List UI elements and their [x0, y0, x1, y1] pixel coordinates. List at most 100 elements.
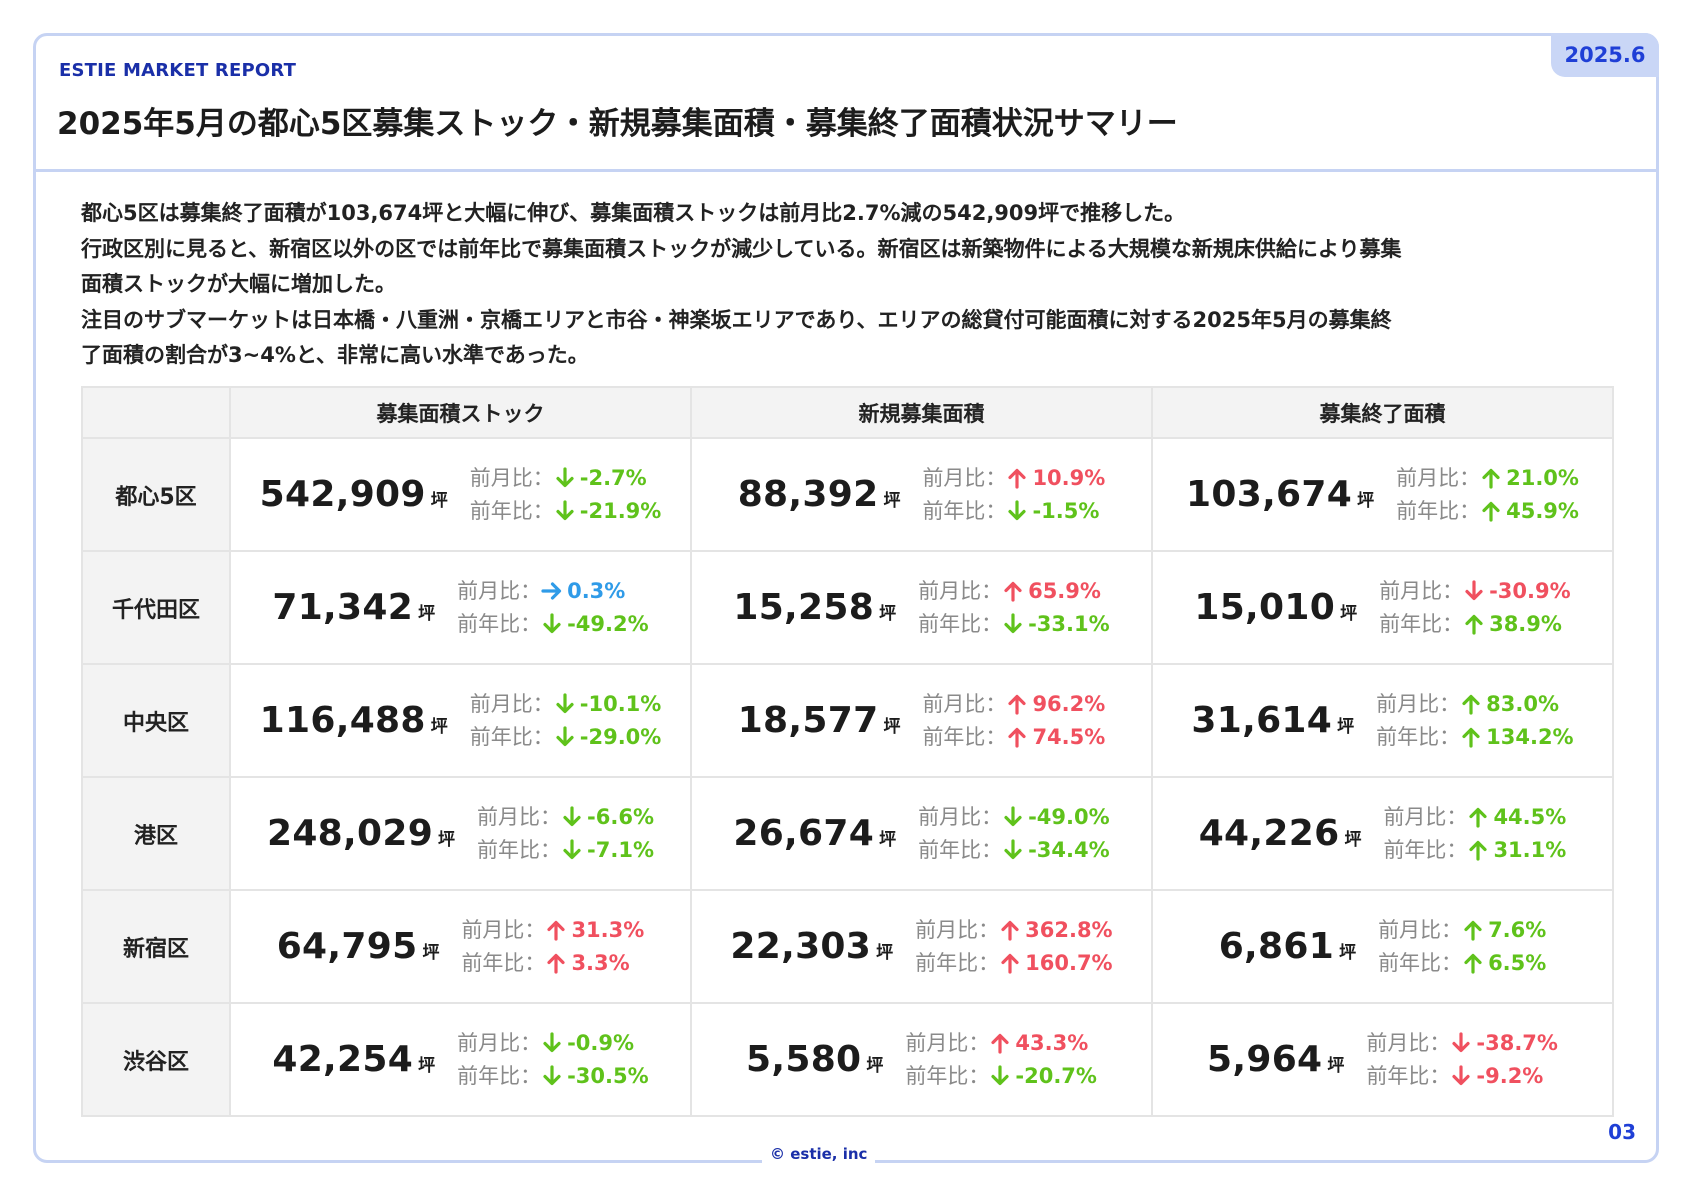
mom-change: 前月比： -2.7% [470, 464, 662, 493]
area-value: 26,674 [733, 813, 875, 854]
yoy-change: 前年比： -49.2% [457, 610, 649, 639]
arrow-up-icon [1006, 726, 1028, 748]
area-value: 5,580 [746, 1039, 862, 1080]
arrow-down-icon [1450, 1065, 1472, 1087]
mom-change: 前月比： 21.0% [1396, 464, 1579, 493]
cell-new: 22,303 坪 前月比： 362.8% 前年比： 160.7% [690, 889, 1153, 1004]
area-value: 15,258 [733, 587, 875, 628]
yoy-change: 前年比： -29.0% [470, 723, 662, 752]
yoy-change: 前年比： 38.9% [1379, 610, 1571, 639]
yoy-value: 31.1% [1493, 837, 1567, 862]
area-unit: 坪 [418, 604, 436, 624]
arrow-up-icon [1462, 952, 1484, 974]
yoy-value: 3.3% [571, 950, 630, 975]
table-row: 中央区 116,488 坪前月比： -10.1% 前年比： -29.0% 18,577 坪前月… [81, 663, 1614, 778]
mom-change: 前月比： -38.7% [1366, 1029, 1558, 1058]
header-cell-blank [81, 386, 231, 439]
summary-line: 面積ストックが大幅に増加した。 [81, 272, 396, 296]
yoy-label: 前年比： [469, 498, 554, 523]
mom-label: 前月比： [918, 578, 1003, 603]
summary-line: 注目のサブマーケットは日本橋・八重洲・京橋エリアと市谷・神楽坂エリアであり、エリ… [81, 307, 1392, 332]
header-cell-new: 新規募集面積 [690, 386, 1153, 439]
mom-change: 前月比： 96.2% [922, 690, 1105, 719]
arrow-up-icon [1462, 919, 1484, 941]
yoy-change: 前年比： -20.7% [905, 1062, 1097, 1091]
mom-value: -6.6% [587, 804, 655, 829]
area-value: 44,226 [1198, 813, 1340, 854]
yoy-label: 前年比： [915, 950, 1000, 975]
area-value: 5,964 [1207, 1039, 1323, 1080]
mom-label: 前月比： [469, 465, 554, 490]
arrow-up-icon [999, 919, 1021, 941]
page-title: 2025年5月の都心5区募集ストック・新規募集面積・募集終了面積状況サマリー [57, 106, 1178, 142]
yoy-value: -20.7% [1015, 1063, 1097, 1088]
yoy-label: 前年比： [457, 1063, 542, 1088]
arrow-down-icon [554, 467, 576, 489]
mom-change: 前月比： 65.9% [918, 577, 1110, 606]
ward-name: 中央区 [81, 663, 231, 778]
area-unit: 坪 [1337, 717, 1355, 737]
cell-stock: 64,795 坪 前月比： 31.3% 前年比： 3.3% [229, 889, 692, 1004]
arrow-up-icon [989, 1032, 1011, 1054]
yoy-change: 前年比： 6.5% [1378, 949, 1546, 978]
area-unit: 坪 [1339, 943, 1357, 963]
mom-change: 前月比： -49.0% [918, 803, 1110, 832]
yoy-label: 前年比： [922, 498, 1007, 523]
cell-new: 15,258 坪 前月比： 65.9% 前年比： -33.1% [690, 550, 1153, 665]
cell-stock: 71,342 坪 前月比： 0.3% 前年比： -49.2% [229, 550, 692, 665]
area-value: 542,909 [259, 474, 426, 515]
arrow-down-icon [561, 806, 583, 828]
arrow-up-icon [1467, 839, 1489, 861]
mom-change: 前月比： 10.9% [922, 464, 1105, 493]
arrow-right-icon [541, 580, 563, 602]
mom-label: 前月比： [1383, 804, 1468, 829]
summary-table: 募集面積ストック 新規募集面積 募集終了面積 都心5区 542,909 坪前月比： -… [81, 386, 1614, 1117]
ward-name: 新宿区 [81, 889, 231, 1004]
mom-value: 44.5% [1493, 804, 1567, 829]
table-row: 港区 248,029 坪前月比： -6.6% 前年比： -7.1% 26,674 坪前月比： -… [81, 776, 1614, 891]
arrow-down-icon [1463, 580, 1485, 602]
yoy-value: 38.9% [1489, 611, 1562, 636]
area-unit: 坪 [866, 1056, 884, 1076]
mom-value: 83.0% [1486, 691, 1559, 716]
mom-value: -38.7% [1476, 1030, 1558, 1055]
arrow-up-icon [999, 952, 1021, 974]
arrow-down-icon [989, 1065, 1011, 1087]
arrow-up-icon [1460, 726, 1482, 748]
area-unit: 坪 [1344, 830, 1362, 850]
arrow-down-icon [1002, 613, 1024, 635]
arrow-down-icon [541, 1065, 563, 1087]
cell-stock: 542,909 坪 前月比： -2.7% 前年比： -21.9% [229, 437, 692, 552]
arrow-up-icon [545, 919, 567, 941]
report-label: ESTIE MARKET REPORT [59, 60, 297, 81]
mom-change: 前月比： -0.9% [457, 1029, 649, 1058]
area-value: 15,010 [1194, 587, 1336, 628]
mom-label: 前月比： [1376, 691, 1461, 716]
yoy-value: 6.5% [1488, 950, 1547, 975]
header-cell-stock: 募集面積ストック [229, 386, 692, 439]
cell-new: 5,580 坪 前月比： 43.3% 前年比： -20.7% [690, 1002, 1153, 1117]
ward-name: 港区 [81, 776, 231, 891]
arrow-up-icon [1463, 613, 1485, 635]
cell-ended: 103,674 坪 前月比： 21.0% 前年比： 45.9% [1151, 437, 1614, 552]
yoy-label: 前年比： [1383, 837, 1468, 862]
yoy-change: 前年比： 3.3% [461, 949, 644, 978]
arrow-up-icon [1480, 500, 1502, 522]
mom-label: 前月比： [461, 917, 546, 942]
summary-line: 都心5区は募集終了面積が103,674坪と大幅に伸び、募集面積ストックは前月比2… [81, 201, 1186, 225]
yoy-value: -1.5% [1032, 498, 1100, 523]
area-value: 42,254 [272, 1039, 414, 1080]
mom-label: 前月比： [469, 691, 554, 716]
yoy-change: 前年比： -7.1% [477, 836, 654, 865]
cell-new: 18,577 坪 前月比： 96.2% 前年比： 74.5% [690, 663, 1153, 778]
area-value: 18,577 [737, 700, 879, 741]
mom-change: 前月比： 7.6% [1378, 916, 1546, 945]
yoy-value: -7.1% [587, 837, 655, 862]
arrow-down-icon [541, 613, 563, 635]
yoy-label: 前年比： [1379, 611, 1464, 636]
yoy-label: 前年比： [1378, 950, 1463, 975]
yoy-change: 前年比： 160.7% [915, 949, 1112, 978]
report-frame: 2025.6 ESTIE MARKET REPORT 2025年5月の都心5区募… [33, 33, 1659, 1163]
mom-label: 前月比： [922, 691, 1007, 716]
mom-value: 65.9% [1028, 578, 1101, 603]
